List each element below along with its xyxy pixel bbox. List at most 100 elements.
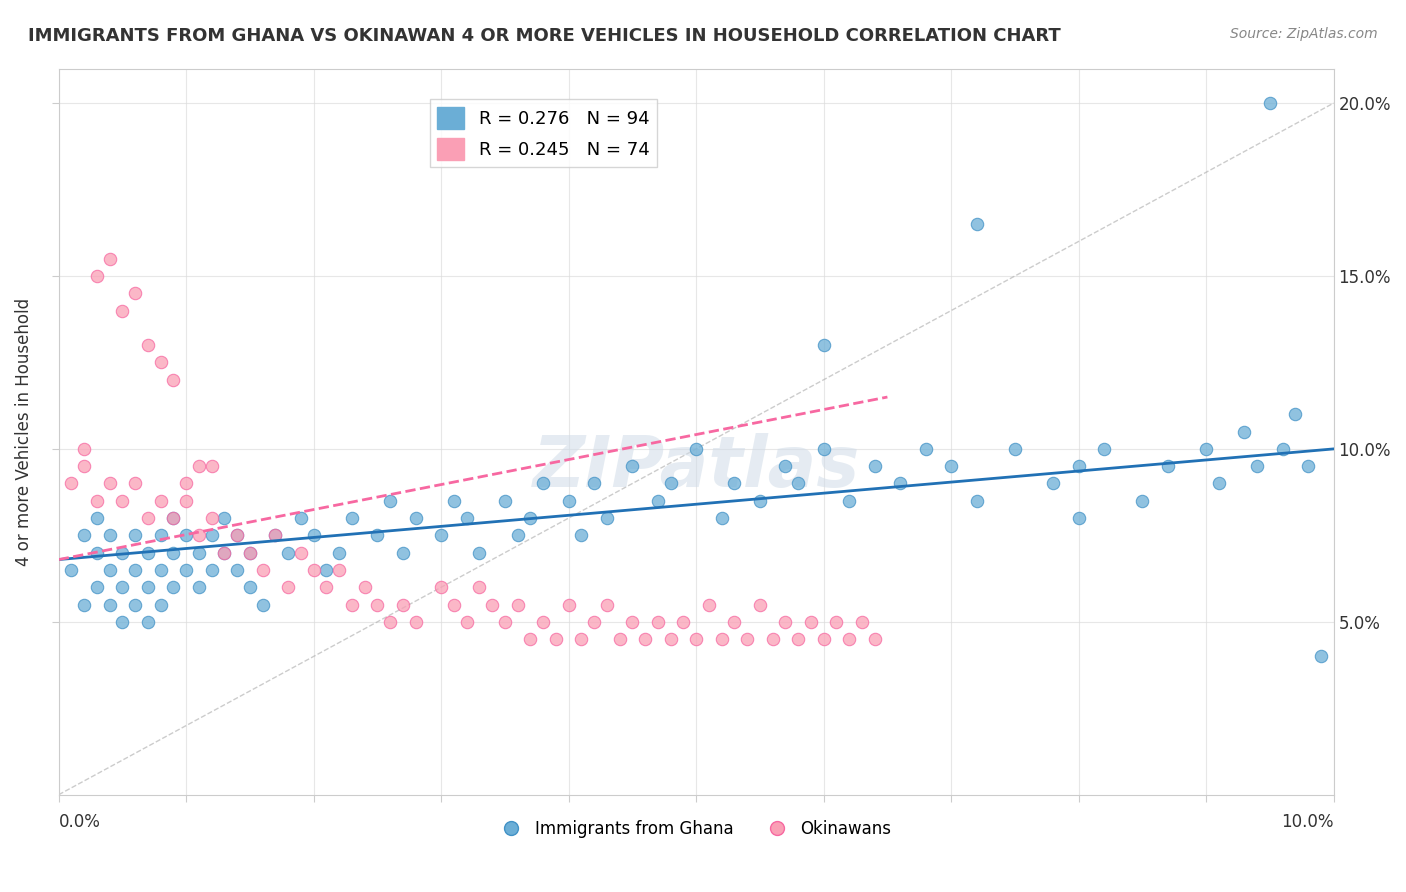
- Immigrants from Ghana: [1004, 442, 1026, 456]
- Immigrants from Ghana: [838, 493, 860, 508]
- Immigrants from Ghana: [456, 511, 478, 525]
- Okinawans: [571, 632, 593, 646]
- Immigrants from Ghana: [98, 563, 121, 577]
- Immigrants from Ghana: [124, 528, 146, 542]
- Immigrants from Ghana: [1233, 425, 1256, 439]
- Immigrants from Ghana: [1132, 493, 1154, 508]
- Okinawans: [775, 615, 797, 629]
- Immigrants from Ghana: [1284, 407, 1306, 421]
- Okinawans: [86, 268, 108, 283]
- Immigrants from Ghana: [162, 511, 184, 525]
- Immigrants from Ghana: [302, 528, 325, 542]
- Okinawans: [124, 476, 146, 491]
- Immigrants from Ghana: [1208, 476, 1230, 491]
- Okinawans: [481, 598, 503, 612]
- Okinawans: [124, 286, 146, 301]
- Immigrants from Ghana: [226, 528, 249, 542]
- Immigrants from Ghana: [494, 493, 516, 508]
- Immigrants from Ghana: [340, 511, 363, 525]
- Okinawans: [201, 511, 224, 525]
- Y-axis label: 4 or more Vehicles in Household: 4 or more Vehicles in Household: [15, 298, 32, 566]
- Immigrants from Ghana: [966, 217, 988, 231]
- Okinawans: [328, 563, 350, 577]
- Immigrants from Ghana: [201, 563, 224, 577]
- Okinawans: [863, 632, 886, 646]
- Okinawans: [748, 598, 770, 612]
- Immigrants from Ghana: [1067, 459, 1090, 474]
- Immigrants from Ghana: [226, 563, 249, 577]
- Immigrants from Ghana: [748, 493, 770, 508]
- Immigrants from Ghana: [136, 580, 159, 594]
- Immigrants from Ghana: [863, 459, 886, 474]
- Okinawans: [443, 598, 465, 612]
- Okinawans: [252, 563, 274, 577]
- Immigrants from Ghana: [252, 598, 274, 612]
- Okinawans: [73, 459, 96, 474]
- Okinawans: [506, 598, 529, 612]
- Immigrants from Ghana: [506, 528, 529, 542]
- Immigrants from Ghana: [264, 528, 287, 542]
- Immigrants from Ghana: [405, 511, 427, 525]
- Immigrants from Ghana: [813, 442, 835, 456]
- Immigrants from Ghana: [1195, 442, 1218, 456]
- Okinawans: [98, 476, 121, 491]
- Immigrants from Ghana: [914, 442, 936, 456]
- Immigrants from Ghana: [187, 546, 209, 560]
- Immigrants from Ghana: [136, 546, 159, 560]
- Immigrants from Ghana: [111, 580, 134, 594]
- Immigrants from Ghana: [162, 580, 184, 594]
- Immigrants from Ghana: [98, 598, 121, 612]
- Okinawans: [544, 632, 567, 646]
- Immigrants from Ghana: [60, 563, 83, 577]
- Okinawans: [813, 632, 835, 646]
- Okinawans: [136, 511, 159, 525]
- Okinawans: [290, 546, 312, 560]
- Okinawans: [685, 632, 707, 646]
- Okinawans: [187, 528, 209, 542]
- Okinawans: [162, 511, 184, 525]
- Immigrants from Ghana: [214, 546, 236, 560]
- Immigrants from Ghana: [1309, 649, 1331, 664]
- Okinawans: [468, 580, 491, 594]
- Immigrants from Ghana: [149, 528, 172, 542]
- Okinawans: [609, 632, 631, 646]
- Okinawans: [86, 493, 108, 508]
- Okinawans: [531, 615, 554, 629]
- Okinawans: [621, 615, 644, 629]
- Immigrants from Ghana: [239, 546, 262, 560]
- Immigrants from Ghana: [1258, 96, 1281, 111]
- Okinawans: [672, 615, 695, 629]
- Text: IMMIGRANTS FROM GHANA VS OKINAWAN 4 OR MORE VEHICLES IN HOUSEHOLD CORRELATION CH: IMMIGRANTS FROM GHANA VS OKINAWAN 4 OR M…: [28, 27, 1062, 45]
- Okinawans: [136, 338, 159, 352]
- Immigrants from Ghana: [1092, 442, 1115, 456]
- Okinawans: [787, 632, 810, 646]
- Okinawans: [851, 615, 873, 629]
- Immigrants from Ghana: [174, 528, 197, 542]
- Okinawans: [149, 493, 172, 508]
- Immigrants from Ghana: [149, 598, 172, 612]
- Okinawans: [380, 615, 402, 629]
- Okinawans: [174, 493, 197, 508]
- Okinawans: [430, 580, 453, 594]
- Okinawans: [239, 546, 262, 560]
- Okinawans: [838, 632, 860, 646]
- Okinawans: [405, 615, 427, 629]
- Immigrants from Ghana: [557, 493, 579, 508]
- Okinawans: [596, 598, 619, 612]
- Okinawans: [519, 632, 541, 646]
- Immigrants from Ghana: [98, 528, 121, 542]
- Immigrants from Ghana: [621, 459, 644, 474]
- Okinawans: [647, 615, 669, 629]
- Okinawans: [60, 476, 83, 491]
- Okinawans: [174, 476, 197, 491]
- Immigrants from Ghana: [73, 528, 96, 542]
- Immigrants from Ghana: [531, 476, 554, 491]
- Immigrants from Ghana: [315, 563, 337, 577]
- Okinawans: [392, 598, 415, 612]
- Immigrants from Ghana: [239, 580, 262, 594]
- Immigrants from Ghana: [162, 546, 184, 560]
- Okinawans: [340, 598, 363, 612]
- Okinawans: [456, 615, 478, 629]
- Immigrants from Ghana: [430, 528, 453, 542]
- Immigrants from Ghana: [124, 598, 146, 612]
